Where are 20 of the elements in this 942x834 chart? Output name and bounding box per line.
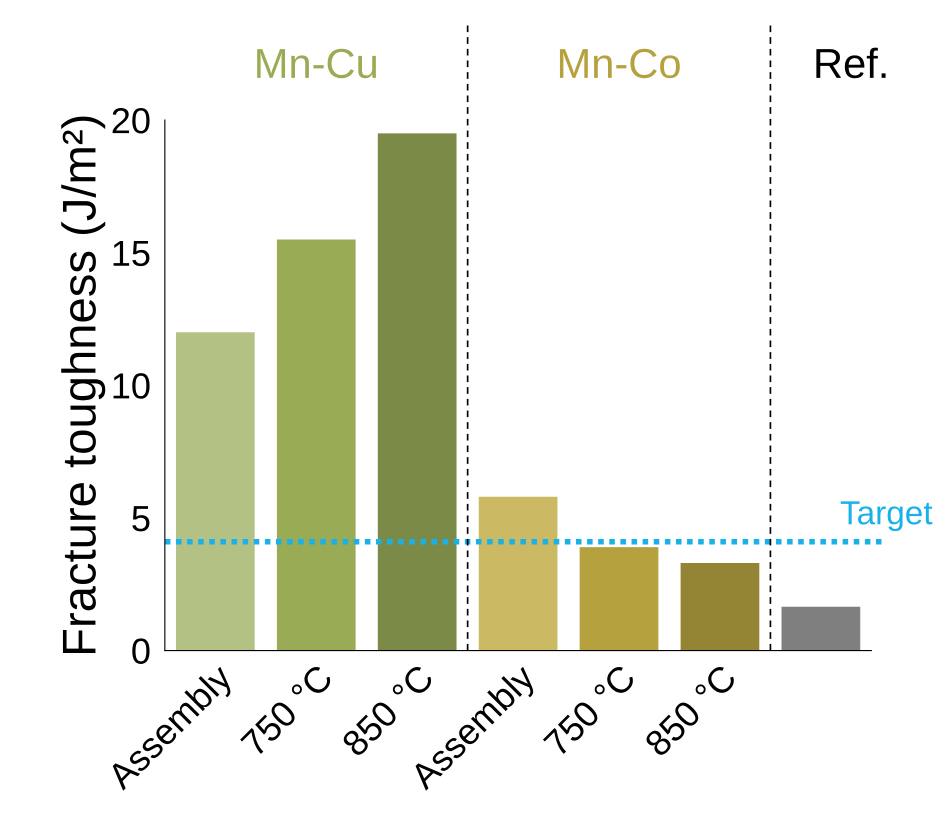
y-tick-label: 5 <box>132 506 150 532</box>
bar <box>478 496 558 651</box>
bar <box>176 332 255 651</box>
y-tick-label: 0 <box>132 638 150 664</box>
x-tick-label: 850 °C <box>643 663 738 758</box>
y-tick-label: 20 <box>112 108 150 134</box>
bar <box>680 563 760 651</box>
y-tick-label: 10 <box>114 373 150 399</box>
x-tick-label: 750 °C <box>240 663 334 758</box>
text: Ref. <box>816 48 886 78</box>
y-tick-label: 15 <box>114 240 150 266</box>
bar <box>276 239 356 651</box>
bar <box>782 606 860 651</box>
bar <box>378 133 457 651</box>
text: Mn-Cu <box>257 48 376 78</box>
text: Mn-Co <box>560 48 680 78</box>
bar <box>580 547 658 651</box>
x-tick-label: 750 °C <box>542 663 637 758</box>
ref-line-label: Target <box>840 501 932 532</box>
y-axis-title: Fracture toughness (J/m²) <box>61 116 106 654</box>
